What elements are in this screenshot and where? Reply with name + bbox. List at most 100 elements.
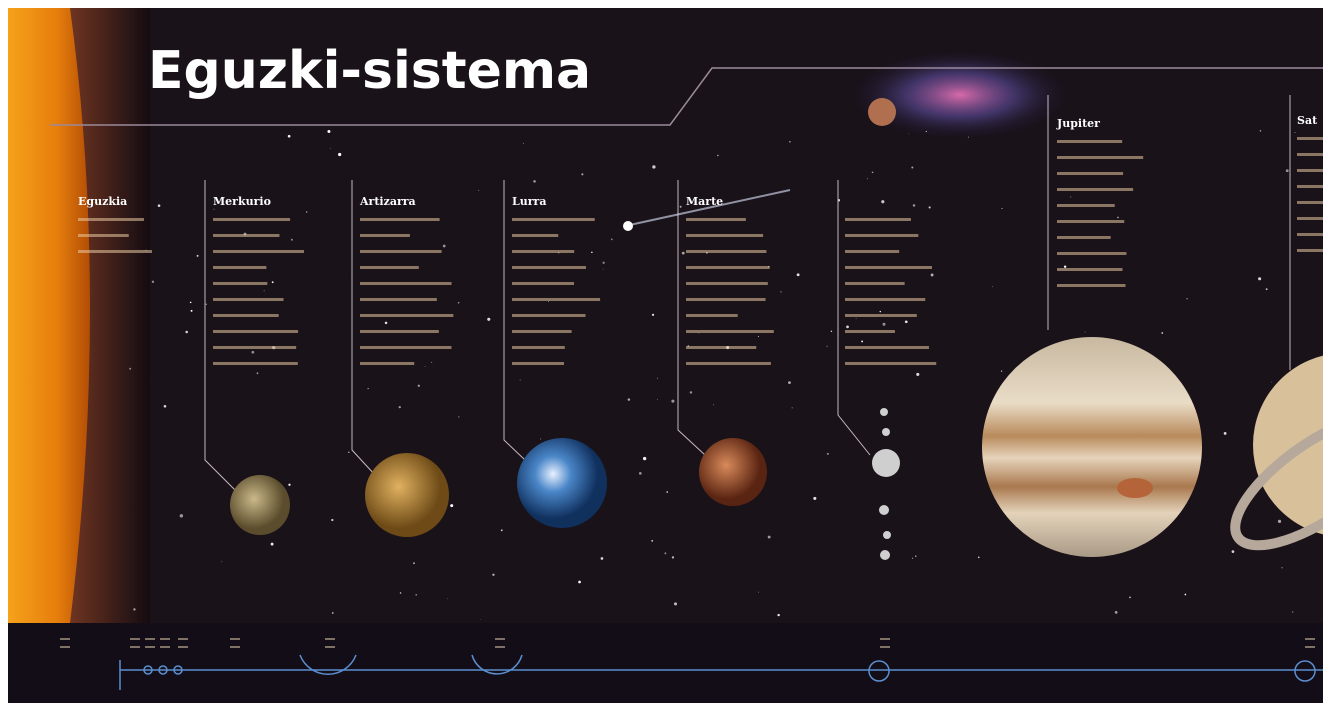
star xyxy=(180,514,183,517)
star xyxy=(338,153,341,156)
fact-line xyxy=(845,266,932,269)
fact-line xyxy=(845,282,905,285)
fact-line xyxy=(845,346,929,349)
star xyxy=(1064,266,1066,268)
star xyxy=(690,391,692,393)
star xyxy=(431,362,432,363)
timeline-tick-text xyxy=(130,646,140,648)
star xyxy=(213,209,214,210)
fact-line xyxy=(360,362,414,365)
star xyxy=(164,405,167,408)
star xyxy=(306,211,307,212)
sun-label: Eguzkia xyxy=(78,195,127,208)
fact-line xyxy=(1297,249,1323,252)
fact-line xyxy=(512,330,572,333)
star xyxy=(1278,520,1281,523)
fact-line xyxy=(845,330,895,333)
fact-line xyxy=(845,250,899,253)
planet-label: Jupiter xyxy=(1056,117,1100,130)
fact-line xyxy=(213,266,266,269)
title: Eguzki-sistema xyxy=(148,41,591,101)
star xyxy=(190,302,192,304)
timeline-tick-text xyxy=(325,646,335,648)
star xyxy=(416,594,417,595)
star xyxy=(639,472,642,475)
sun xyxy=(8,8,90,623)
star xyxy=(671,400,674,403)
fact-line xyxy=(213,250,304,253)
star xyxy=(450,504,453,507)
fact-line xyxy=(512,282,574,285)
fact-line xyxy=(1057,140,1122,143)
fact-line xyxy=(213,346,296,349)
timeline-tick-text xyxy=(880,638,890,640)
timeline-tick-text xyxy=(230,646,240,648)
fact-line xyxy=(213,218,290,221)
fact-line xyxy=(360,234,410,237)
star xyxy=(1115,611,1118,614)
fact-line xyxy=(1057,252,1126,255)
timeline-tick-text xyxy=(160,638,170,640)
fact-line xyxy=(1297,217,1323,220)
star xyxy=(1161,332,1163,334)
timeline-tick-text xyxy=(1305,638,1315,640)
star xyxy=(458,302,459,303)
star xyxy=(867,178,868,179)
fact-line xyxy=(1057,172,1123,175)
fact-line xyxy=(845,218,911,221)
fact-line xyxy=(1297,233,1323,236)
star xyxy=(912,558,913,559)
fact-line xyxy=(512,266,586,269)
star xyxy=(447,598,448,599)
timeline-tick-text xyxy=(145,646,155,648)
star xyxy=(931,274,934,277)
star xyxy=(221,561,222,562)
star xyxy=(418,385,420,387)
star xyxy=(908,133,909,134)
fact-line xyxy=(512,314,585,317)
star xyxy=(881,200,884,203)
star xyxy=(492,574,494,576)
star xyxy=(929,206,931,208)
fact-line xyxy=(360,282,452,285)
planet-label: Merkurio xyxy=(213,195,271,208)
star xyxy=(652,165,655,168)
star xyxy=(1260,130,1261,131)
red-spot xyxy=(1117,478,1153,498)
timeline-tick-text xyxy=(1305,646,1315,648)
timeline-tick-text xyxy=(230,638,240,640)
fact-line xyxy=(686,362,771,365)
star xyxy=(540,438,541,439)
star xyxy=(672,556,674,558)
fact-line xyxy=(512,250,574,253)
star xyxy=(581,173,583,175)
fact-line xyxy=(1297,201,1323,204)
poster: Eguzki-sistema Eguzkia Merkurio Artizarr… xyxy=(0,0,1323,711)
star xyxy=(264,290,265,291)
fact-line xyxy=(213,330,298,333)
star xyxy=(1085,332,1086,333)
star xyxy=(827,346,828,347)
star xyxy=(911,167,913,169)
moon-small xyxy=(868,98,896,126)
fact-line xyxy=(1057,188,1133,191)
fact-line xyxy=(360,330,439,333)
star xyxy=(913,204,915,206)
fact-line xyxy=(78,250,152,253)
timeline-tick-text xyxy=(880,646,890,648)
timeline-tick-text xyxy=(495,646,505,648)
timeline-tick-text xyxy=(325,638,335,640)
star xyxy=(548,301,549,302)
star xyxy=(880,311,881,312)
star xyxy=(768,536,771,539)
timeline-tick-text xyxy=(178,638,188,640)
fact-line xyxy=(360,314,453,317)
nebula xyxy=(850,50,1070,140)
star xyxy=(197,255,199,257)
star xyxy=(400,592,402,594)
fact-line xyxy=(213,234,279,237)
star xyxy=(1001,371,1002,372)
star xyxy=(288,135,291,138)
star xyxy=(916,373,919,376)
fact-line xyxy=(686,282,768,285)
